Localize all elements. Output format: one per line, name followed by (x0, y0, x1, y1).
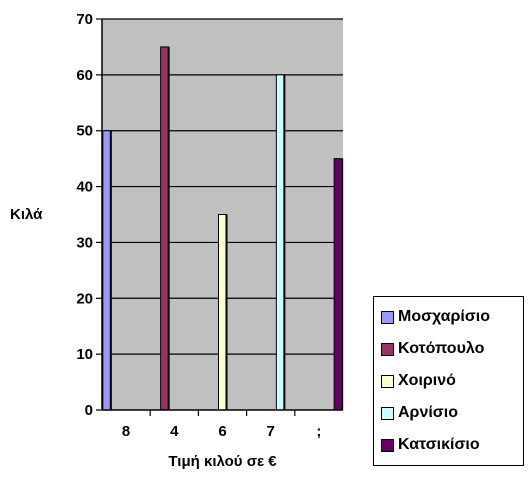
legend-label: Αρνίσιο (398, 404, 458, 421)
bar (218, 214, 227, 411)
y-tick-label: 50 (76, 123, 93, 140)
legend: Μοσχαρίσιο Κοτόπουλο Χοιρινό Αρνίσιο Κατσικί… (373, 296, 524, 466)
x-tick-label: 4 (170, 423, 179, 440)
y-axis-title: Κιλά (10, 206, 43, 223)
legend-swatch (381, 374, 394, 388)
legend-item: Μοσχαρίσιο (381, 307, 490, 327)
x-tick-label: 8 (122, 423, 130, 440)
y-tick-label: 0 (85, 402, 93, 419)
legend-item: Χοιρινό (381, 371, 456, 391)
x-axis-title: Τιμή κιλού σε € (168, 453, 277, 470)
y-tick-label: 20 (76, 290, 93, 307)
bar (333, 158, 343, 411)
legend-swatch (381, 342, 394, 356)
y-tick-label: 10 (76, 346, 93, 363)
y-tick-label: 60 (76, 67, 93, 84)
x-tick-label: ; (316, 423, 321, 440)
bar-edge (283, 74, 286, 410)
legend-item: Κατσικίσιο (381, 435, 480, 455)
bar-edge (225, 214, 228, 410)
bar (102, 130, 112, 411)
tick-labels: 0 10 20 30 40 50 60 70 8 4 6 7; (76, 11, 321, 440)
bar-edge (167, 46, 170, 411)
x-tick-label: 7 (267, 423, 275, 440)
legend-swatch (381, 438, 394, 452)
legend-label: Κοτόπουλο (398, 340, 485, 357)
legend-label: Μοσχαρίσιο (398, 308, 491, 325)
legend-item: Κοτόπουλο (381, 339, 484, 359)
legend-label: Χοιρινό (398, 372, 456, 389)
legend-label: Κατσικίσιο (398, 436, 480, 453)
legend-swatch (381, 406, 394, 420)
y-tick-label: 70 (76, 11, 93, 28)
axes (96, 18, 343, 416)
bar (275, 74, 285, 411)
legend-item: Αρνίσιο (381, 403, 458, 423)
bar (160, 46, 170, 411)
y-tick-label: 30 (76, 234, 93, 251)
legend-swatch (381, 310, 394, 324)
bar-edge (341, 158, 344, 410)
x-tick-label: 6 (218, 423, 226, 440)
y-tick-label: 40 (76, 179, 93, 196)
bar-edge (109, 130, 112, 410)
